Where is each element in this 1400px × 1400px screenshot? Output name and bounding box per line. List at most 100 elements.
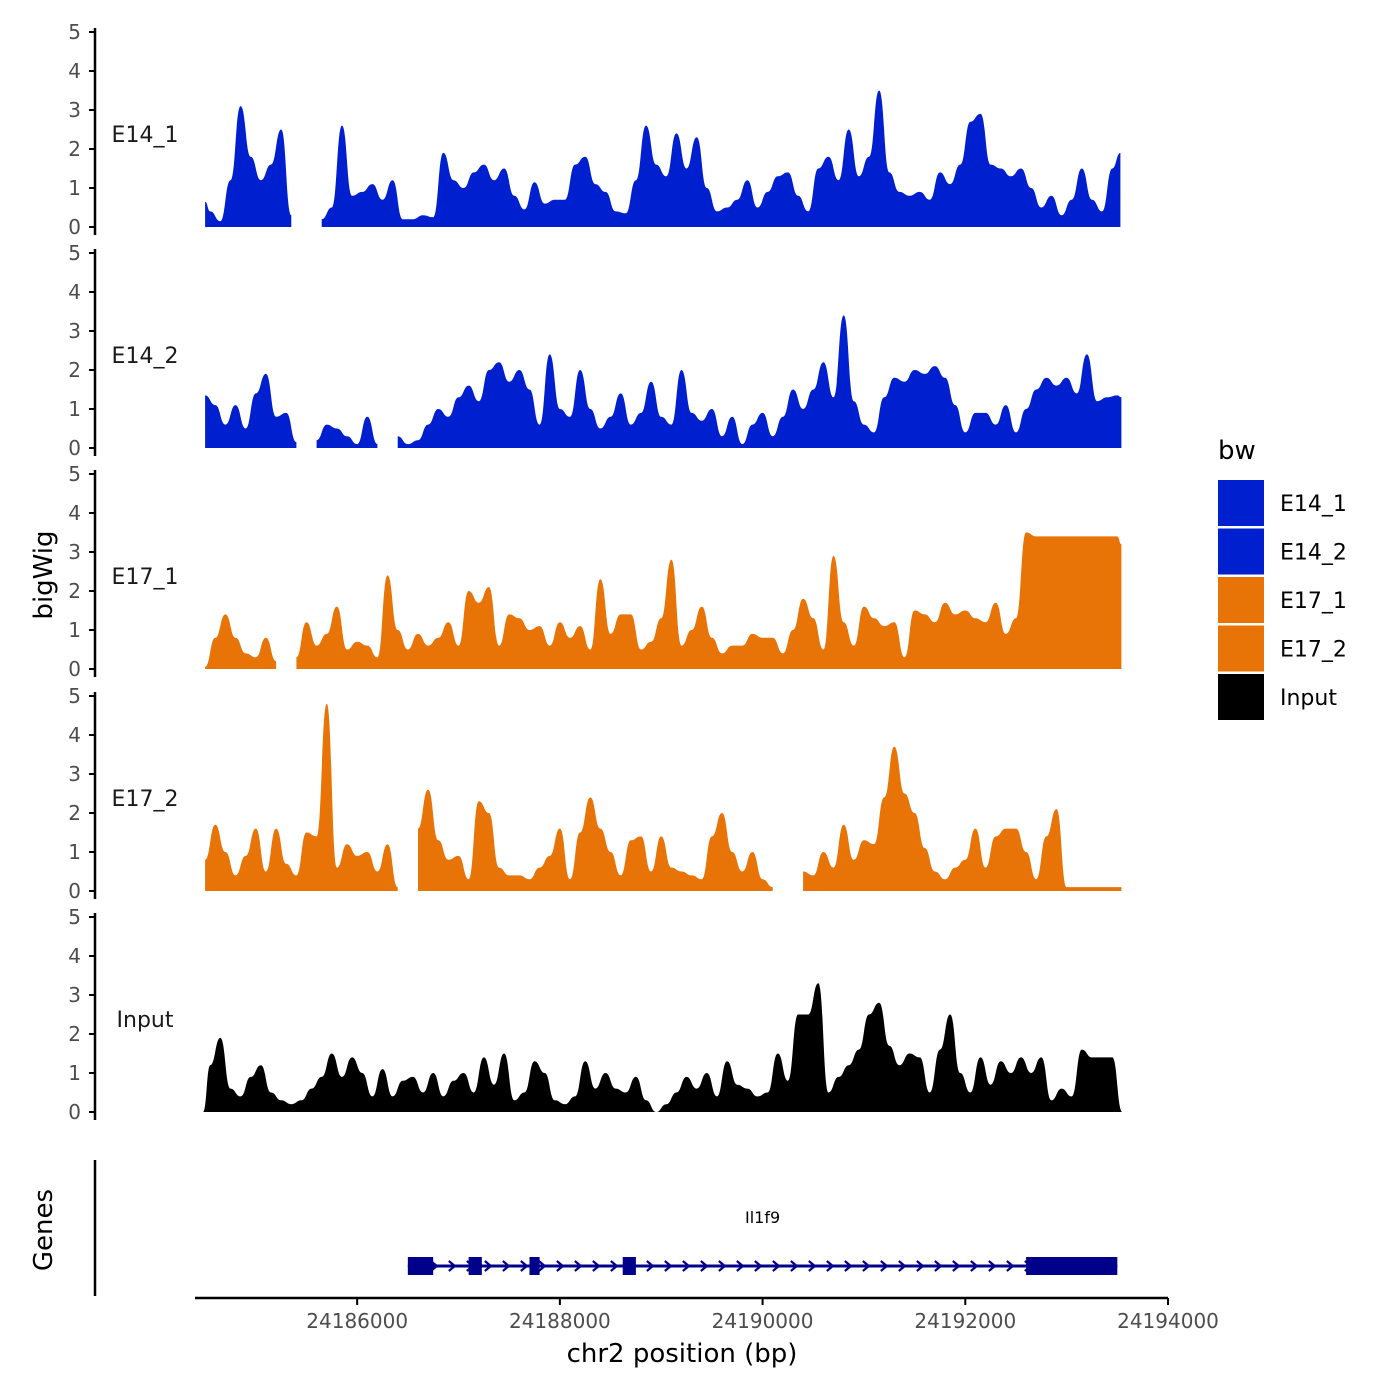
legend-title: bw xyxy=(1218,436,1256,466)
strand-arrow xyxy=(484,1260,493,1272)
y-tick-label: 5 xyxy=(68,684,81,708)
y-tick-label: 5 xyxy=(68,462,81,486)
gene-exon xyxy=(407,1257,434,1275)
signal-area xyxy=(321,90,1121,227)
x-tick-label: 24192000 xyxy=(914,1309,1016,1333)
strand-arrow xyxy=(952,1260,961,1272)
track-E17_1: 0 1 2 3 4 5 E17_1 xyxy=(68,462,1122,681)
legend-swatch-E17_2 xyxy=(1218,625,1264,672)
y-tick-label: 2 xyxy=(68,1022,81,1046)
strand-arrow xyxy=(448,1260,457,1272)
strand-arrow xyxy=(556,1260,565,1272)
gene-track: Il1f9 xyxy=(93,1160,1118,1296)
legend: bw E14_1 E14_2 E17_1 E17_2 Input xyxy=(1218,436,1347,720)
y-tick-label: 2 xyxy=(68,579,81,603)
signal-area xyxy=(203,983,1123,1112)
x-tick-label: 24188000 xyxy=(509,1309,611,1333)
y-tick-label: 0 xyxy=(68,1100,81,1124)
signal-area xyxy=(205,703,398,891)
legend-label-E17_1: E17_1 xyxy=(1280,589,1347,614)
y-axis-title: bigWig xyxy=(29,530,59,619)
track-label: E17_1 xyxy=(112,565,179,590)
y-tick-label: 3 xyxy=(68,540,81,564)
signal-area xyxy=(803,746,1122,891)
y-tick-label: 1 xyxy=(68,840,81,864)
signal-area xyxy=(397,315,1122,448)
signal-area xyxy=(316,416,378,448)
legend-label-Input: Input xyxy=(1280,686,1337,711)
track-E14_1: 0 1 2 3 4 5 E14_1 xyxy=(68,20,1121,239)
signal-area xyxy=(418,789,773,891)
legend-swatch-E17_1 xyxy=(1218,577,1264,623)
track-E17_2: 0 1 2 3 4 5 E17_2 xyxy=(68,684,1122,903)
strand-arrow xyxy=(502,1260,511,1272)
strand-arrow xyxy=(610,1260,619,1272)
track-E14_2: 0 1 2 3 4 5 E14_2 xyxy=(68,241,1122,460)
y-tick-label: 2 xyxy=(68,137,81,161)
strand-arrow xyxy=(988,1260,997,1272)
strand-arrow xyxy=(880,1260,889,1272)
track-label: E14_1 xyxy=(112,123,179,148)
strand-arrow xyxy=(736,1260,745,1272)
legend-swatch-E14_2 xyxy=(1218,528,1264,575)
strand-arrow xyxy=(772,1260,781,1272)
track-label: E17_2 xyxy=(112,787,179,812)
y-tick-label: 1 xyxy=(68,618,81,642)
y-tick-label: 0 xyxy=(68,879,81,903)
strand-arrow xyxy=(538,1260,547,1272)
y-tick-label: 4 xyxy=(68,723,81,747)
track-label: Input xyxy=(117,1008,174,1033)
strand-arrow xyxy=(682,1260,691,1272)
strand-arrow xyxy=(520,1260,529,1272)
x-tick-label: 24194000 xyxy=(1117,1309,1219,1333)
x-axis: 24186000 24188000 24190000 24192000 24194000 xyxy=(195,1296,1219,1333)
signal-area xyxy=(205,373,297,448)
legend-label-E17_2: E17_2 xyxy=(1280,638,1347,663)
strand-arrow xyxy=(646,1260,655,1272)
y-tick-label: 1 xyxy=(68,176,81,200)
strand-arrow xyxy=(700,1260,709,1272)
strand-arrow xyxy=(790,1260,799,1272)
y-tick-label: 4 xyxy=(68,501,81,525)
strand-arrow xyxy=(754,1260,763,1272)
gene-exon xyxy=(622,1257,636,1275)
x-axis-title: chr2 position (bp) xyxy=(567,1339,798,1369)
legend-swatch-Input xyxy=(1218,674,1264,720)
legend-label-E14_1: E14_1 xyxy=(1280,492,1347,517)
gene-name-label: Il1f9 xyxy=(745,1208,780,1227)
signal-tracks: 0 1 2 3 4 5 E14_1 0 1 2 3 4 5 E14_2 0 1 2 3 4 5 E17_1 0 1 2 3 4 5 E… xyxy=(68,20,1123,1124)
y-tick-label: 2 xyxy=(68,358,81,382)
track-Input: 0 1 2 3 4 5 Input xyxy=(68,905,1123,1124)
strand-arrow xyxy=(718,1260,727,1272)
strand-arrow xyxy=(862,1260,871,1272)
y-tick-label: 5 xyxy=(68,20,81,44)
y-tick-label: 4 xyxy=(68,944,81,968)
y-tick-label: 3 xyxy=(68,319,81,343)
signal-area xyxy=(205,614,277,669)
strand-arrow xyxy=(574,1260,583,1272)
gene-exon xyxy=(468,1257,482,1275)
signal-area xyxy=(296,532,1122,669)
strand-arrow xyxy=(664,1260,673,1272)
strand-arrow xyxy=(826,1260,835,1272)
legend-swatch-E14_1 xyxy=(1218,480,1264,526)
gene-exon xyxy=(529,1257,540,1275)
y-tick-label: 3 xyxy=(68,762,81,786)
strand-arrow xyxy=(916,1260,925,1272)
y-tick-label: 0 xyxy=(68,215,81,239)
strand-arrow xyxy=(970,1260,979,1272)
y-tick-label: 1 xyxy=(68,1061,81,1085)
strand-arrow xyxy=(898,1260,907,1272)
y-tick-label: 5 xyxy=(68,905,81,929)
x-tick-label: 24186000 xyxy=(306,1309,408,1333)
strand-arrow xyxy=(934,1260,943,1272)
y-tick-label: 1 xyxy=(68,397,81,421)
gene-track-title: Genes xyxy=(29,1189,59,1271)
y-tick-label: 2 xyxy=(68,801,81,825)
strand-arrow xyxy=(1006,1260,1015,1272)
y-tick-label: 4 xyxy=(68,280,81,304)
x-tick-label: 24190000 xyxy=(712,1309,814,1333)
gene-exon xyxy=(1026,1257,1118,1275)
y-tick-label: 4 xyxy=(68,59,81,83)
